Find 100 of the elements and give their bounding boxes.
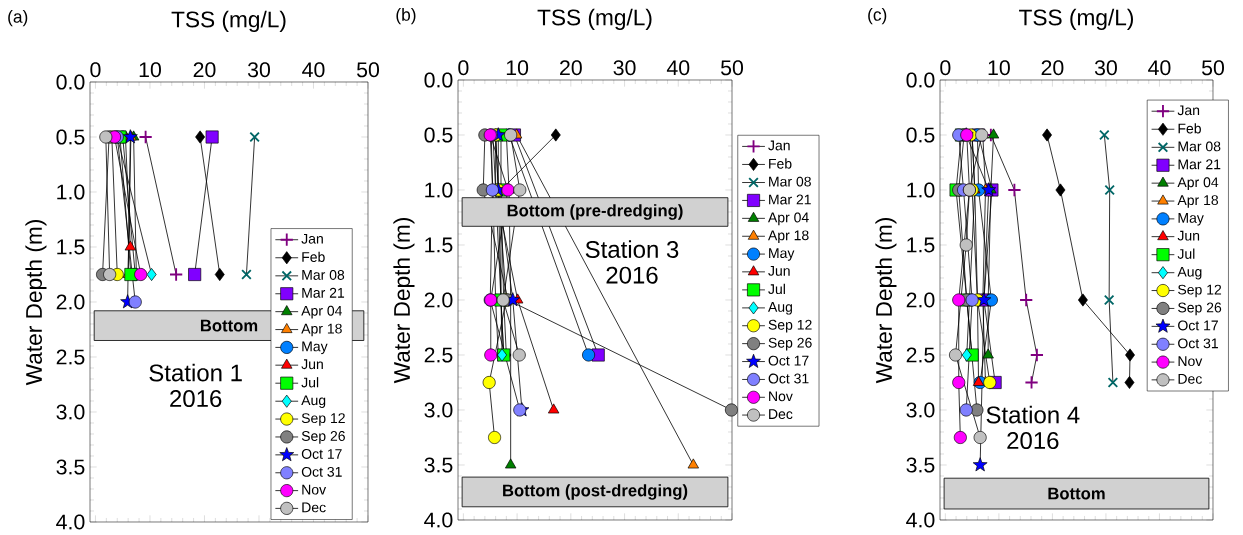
legend-label: Apr 04 [301,305,342,319]
y-tick-label: 2.0 [424,292,453,308]
x-axis-title: TSS (mg/L) [171,10,286,32]
x-tick-label: 10 [139,62,161,78]
x-tick-label: 50 [721,60,744,76]
y-tick-label: 2.5 [56,349,85,365]
legend-label: Mar 21 [769,194,811,205]
legend-label: Apr 18 [768,230,809,244]
x-tick-label: 50 [356,62,380,78]
legend-label: Oct 31 [1178,338,1218,349]
chart-title: (a) [8,10,28,27]
legend-label: Dec [302,502,326,513]
legend-label: Jan [301,233,323,244]
y-tick-label: 4.0 [906,512,935,528]
legend-label: Mar 08 [1178,141,1221,152]
legend-label: Oct 31 [768,373,809,384]
legend-label: Feb [1178,123,1201,134]
legend-label: Sep 26 [768,337,812,351]
legend-label: Nov [302,484,327,495]
x-tick-label: 0 [940,60,951,76]
y-tick-label: 4.0 [424,512,453,528]
y-tick-label: 4.0 [56,514,85,530]
y-axis-title: Water Depth (m) [25,220,47,386]
legend-label: Jul [301,377,319,388]
annotation: Station 1 [149,363,242,382]
y-tick-label: 0.0 [56,74,85,90]
legend-label: Aug [768,302,792,315]
legend-label: Jun [1177,230,1200,241]
x-tick-label: 30 [613,60,636,76]
y-tick-label: 2.5 [906,347,935,363]
x-tick-label: 40 [666,60,690,76]
y-tick-label: 1.0 [425,182,453,198]
legend-label: Jun [768,266,790,276]
legend-label: Aug [301,395,326,408]
x-tick-label: 10 [988,60,1010,76]
x-tick-label: 20 [1041,60,1064,76]
legend-label: May [302,341,328,355]
annotation: 2016 [606,266,658,284]
y-tick-label: 0.5 [56,129,85,145]
x-tick-label: 0 [90,62,101,78]
legend-label: Nov [769,391,793,402]
legend-label: Sep 26 [301,431,345,444]
x-tick-label: 40 [302,62,325,78]
y-tick-label: 1.5 [907,237,935,253]
legend-label: Apr 04 [1177,177,1219,190]
legend-label: Jul [768,283,785,295]
legend-label: Jan [768,140,790,151]
chart-title: (b) [396,8,416,25]
legend-label: May [1178,213,1204,226]
legend-label: Feb [769,158,792,169]
x-tick-label: 10 [506,60,529,76]
y-tick-label: 2.0 [56,294,85,310]
legend-label: May [769,248,795,261]
y-tick-label: 1.0 [57,184,85,200]
annotation: Station 3 [585,240,679,258]
band-label: Bottom [1048,487,1105,500]
x-tick-label: 30 [1094,60,1117,76]
x-axis-title: TSS (mg/L) [537,8,652,30]
y-tick-label: 0.5 [424,127,453,143]
legend-label: Aug [1177,266,1202,280]
legend-label: Jan [1177,105,1200,116]
y-tick-label: 3.0 [56,404,85,420]
legend-label: Mar 21 [1178,159,1221,170]
legend-label: Mar 08 [302,269,345,280]
legend-label: Oct 17 [768,355,809,366]
legend-label: Sep 12 [1178,284,1222,298]
y-tick-label: 3.0 [906,402,935,418]
annotation: 2016 [170,390,222,408]
x-tick-label: 30 [247,62,270,78]
annotation: 2016 [1007,432,1059,450]
legend-label: Mar 21 [302,287,345,298]
legend-label: Jul [1177,248,1195,259]
y-tick-label: 0.0 [424,72,453,88]
legend-label: Dec [769,409,793,420]
legend-label: Oct 17 [301,448,342,459]
legend-label: Oct 17 [1178,320,1218,331]
y-tick-label: 3.5 [424,457,453,473]
x-tick-label: 40 [1148,60,1171,76]
legend-label: Apr 18 [1177,195,1219,208]
x-axis-title: TSS (mg/L) [1019,8,1134,30]
legend-label: Sep 26 [1178,302,1222,316]
x-tick-label: 50 [1201,60,1225,76]
y-tick-label: 3.5 [906,457,935,473]
band-label: Bottom (pre-dredging) [507,204,683,220]
legend-label: Jun [301,359,323,370]
y-tick-label: 1.5 [57,239,85,255]
y-tick-label: 3.0 [424,402,453,418]
legend-label: Sep 12 [768,319,812,333]
y-tick-label: 2.0 [906,292,935,308]
annotation: Station 4 [986,405,1080,424]
y-axis-title: Water Depth (m) [875,218,897,384]
y-tick-label: 1.5 [425,237,453,253]
band-label: Bottom [200,319,258,332]
y-axis-title: Water Depth (m) [393,218,415,384]
band-label: Bottom (post-dredging) [503,484,688,500]
legend-label: Oct 31 [301,466,342,477]
y-tick-label: 2.5 [424,347,453,363]
x-tick-label: 20 [560,60,582,76]
y-tick-label: 0.0 [906,72,935,88]
y-tick-label: 0.5 [906,127,935,143]
